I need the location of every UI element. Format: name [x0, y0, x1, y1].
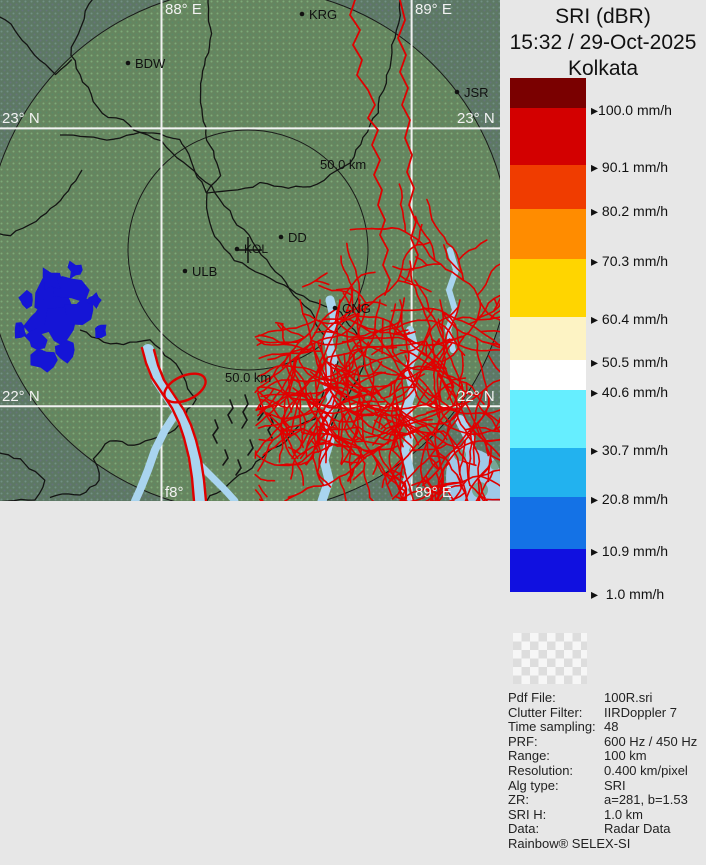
- svg-text:f8°: f8°: [165, 484, 184, 501]
- svg-text:50.0 km: 50.0 km: [225, 370, 271, 385]
- svg-text:88° E: 88° E: [165, 1, 202, 18]
- svg-text:22° N: 22° N: [2, 388, 40, 405]
- svg-text:CNG: CNG: [342, 301, 371, 316]
- svg-text:ULB: ULB: [192, 264, 217, 279]
- svg-text:89° E: 89° E: [415, 484, 452, 501]
- svg-text:JSR: JSR: [464, 85, 489, 100]
- svg-text:DD: DD: [288, 230, 307, 245]
- svg-text:22° N: 22° N: [457, 388, 495, 405]
- svg-text:89° E: 89° E: [415, 1, 452, 18]
- svg-text:50.0 km: 50.0 km: [320, 157, 366, 172]
- svg-text:23° N: 23° N: [2, 110, 40, 127]
- svg-text:KRG: KRG: [309, 7, 337, 22]
- svg-text:BDW: BDW: [135, 56, 166, 71]
- svg-text:23° N: 23° N: [457, 110, 495, 127]
- svg-text:KOL: KOL: [244, 242, 268, 256]
